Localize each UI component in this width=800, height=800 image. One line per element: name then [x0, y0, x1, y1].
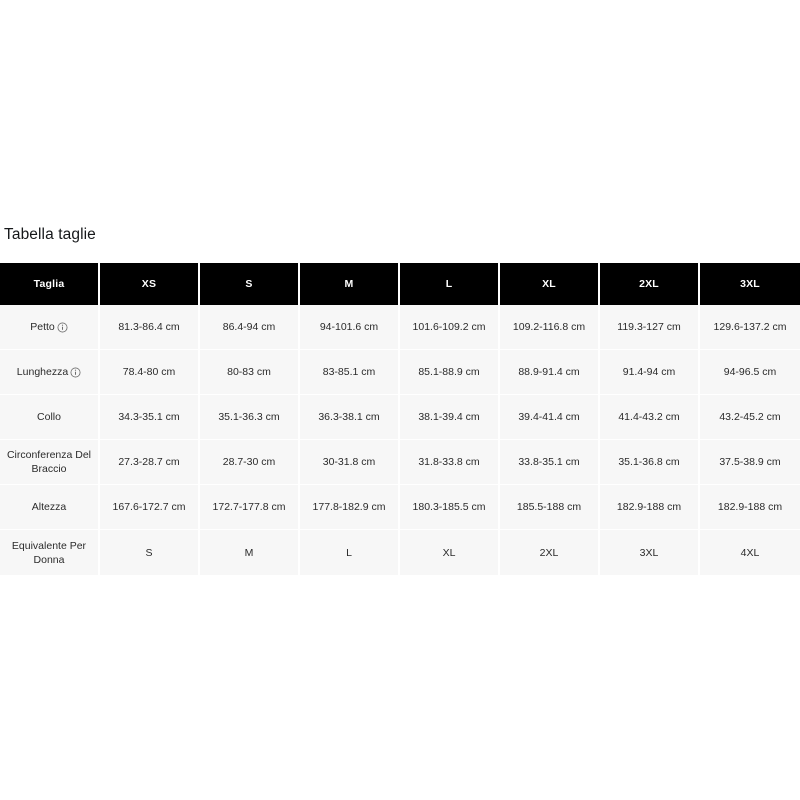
cell-value: 81.3-86.4 cm: [100, 305, 200, 350]
table-header: Taglia XS S M L XL 2XL 3XL: [0, 263, 800, 305]
cell-value: 182.9-188 cm: [700, 485, 800, 530]
cell-value: 88.9-91.4 cm: [500, 350, 600, 395]
column-header-taglia: Taglia: [0, 263, 100, 305]
row-label-text: Altezza: [31, 501, 67, 513]
column-header-s: S: [200, 263, 300, 305]
cell-value: 185.5-188 cm: [500, 485, 600, 530]
size-table-container: Taglia XS S M L XL 2XL 3XL Petto: [0, 263, 800, 575]
cell-value: 83-85.1 cm: [300, 350, 400, 395]
cell-value: 172.7-177.8 cm: [200, 485, 300, 530]
cell-value: 30-31.8 cm: [300, 440, 400, 485]
cell-value: 36.3-38.1 cm: [300, 395, 400, 440]
column-header-xl: XL: [500, 263, 600, 305]
table-body: Petto 81.3-86.4 cm 86.4-94 cm: [0, 305, 800, 575]
column-header-3xl: 3XL: [700, 263, 800, 305]
table-row: Altezza 167.6-172.7 cm 172.7-177.8 cm 17…: [0, 485, 800, 530]
cell-value: 85.1-88.9 cm: [400, 350, 500, 395]
cell-value: 91.4-94 cm: [600, 350, 700, 395]
table-row: Lunghezza 78.4-80 cm 80-83 cm: [0, 350, 800, 395]
row-label-text: Petto: [30, 321, 55, 333]
column-header-m: M: [300, 263, 400, 305]
cell-value: 129.6-137.2 cm: [700, 305, 800, 350]
cell-value: 38.1-39.4 cm: [400, 395, 500, 440]
row-label-text: Collo: [37, 411, 61, 423]
cell-value: 39.4-41.4 cm: [500, 395, 600, 440]
cell-value: 41.4-43.2 cm: [600, 395, 700, 440]
cell-value: 180.3-185.5 cm: [400, 485, 500, 530]
cell-value: 94-101.6 cm: [300, 305, 400, 350]
cell-value: 109.2-116.8 cm: [500, 305, 600, 350]
column-header-2xl: 2XL: [600, 263, 700, 305]
table-row: Petto 81.3-86.4 cm 86.4-94 cm: [0, 305, 800, 350]
cell-value: 78.4-80 cm: [100, 350, 200, 395]
row-label-collo: Collo: [0, 395, 100, 440]
table-row: Collo 34.3-35.1 cm 35.1-36.3 cm 36.3-38.…: [0, 395, 800, 440]
cell-value: 182.9-188 cm: [600, 485, 700, 530]
cell-value: 33.8-35.1 cm: [500, 440, 600, 485]
cell-value: 35.1-36.8 cm: [600, 440, 700, 485]
row-label-lunghezza: Lunghezza: [0, 350, 100, 395]
column-header-l: L: [400, 263, 500, 305]
cell-value: 167.6-172.7 cm: [100, 485, 200, 530]
cell-value: 37.5-38.9 cm: [700, 440, 800, 485]
cell-value: 94-96.5 cm: [700, 350, 800, 395]
cell-value: 2XL: [500, 530, 600, 575]
cell-value: 43.2-45.2 cm: [700, 395, 800, 440]
cell-value: 31.8-33.8 cm: [400, 440, 500, 485]
row-label-petto: Petto: [0, 305, 100, 350]
cell-value: M: [200, 530, 300, 575]
cell-value: 4XL: [700, 530, 800, 575]
cell-value: 28.7-30 cm: [200, 440, 300, 485]
table-row: Circonferenza Del Braccio 27.3-28.7 cm 2…: [0, 440, 800, 485]
page-title: Tabella taglie: [4, 226, 96, 243]
cell-value: S: [100, 530, 200, 575]
cell-value: XL: [400, 530, 500, 575]
cell-value: 35.1-36.3 cm: [200, 395, 300, 440]
info-circle-icon[interactable]: [70, 367, 81, 378]
cell-value: 177.8-182.9 cm: [300, 485, 400, 530]
column-header-xs: XS: [100, 263, 200, 305]
table-row: Equivalente Per Donna S M L XL 2XL 3XL 4…: [0, 530, 800, 575]
row-label-circonferenza-del-braccio: Circonferenza Del Braccio: [0, 440, 100, 485]
cell-value: 86.4-94 cm: [200, 305, 300, 350]
row-label-text: Lunghezza: [16, 366, 69, 378]
cell-value: 34.3-35.1 cm: [100, 395, 200, 440]
header-row: Taglia XS S M L XL 2XL 3XL: [0, 263, 800, 305]
cell-value: 3XL: [600, 530, 700, 575]
cell-value: 101.6-109.2 cm: [400, 305, 500, 350]
cell-value: L: [300, 530, 400, 575]
cell-value: 119.3-127 cm: [600, 305, 700, 350]
row-label-equivalente-per-donna: Equivalente Per Donna: [0, 530, 100, 575]
row-label-text: Equivalente Per Donna: [11, 539, 87, 566]
row-label-text: Circonferenza Del Braccio: [6, 449, 92, 475]
row-label-altezza: Altezza: [0, 485, 100, 530]
cell-value: 80-83 cm: [200, 350, 300, 395]
cell-value: 27.3-28.7 cm: [100, 440, 200, 485]
size-chart-table: Taglia XS S M L XL 2XL 3XL Petto: [0, 263, 800, 575]
info-circle-icon[interactable]: [57, 322, 68, 333]
